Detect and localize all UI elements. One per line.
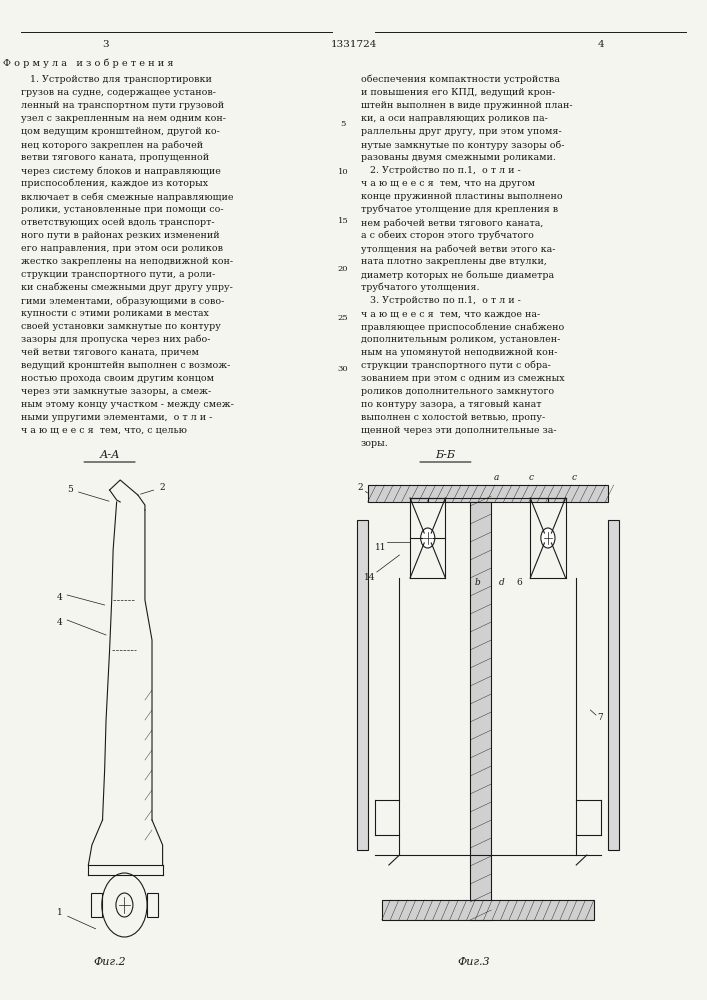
Text: 25: 25 [337, 314, 349, 322]
Text: Фиг.3: Фиг.3 [457, 957, 490, 967]
Text: трубчатое утолщение для крепления в: трубчатое утолщение для крепления в [361, 205, 558, 215]
Bar [470, 502, 491, 920]
Text: 2. Устройство по п.1,  о т л и -: 2. Устройство по п.1, о т л и - [361, 166, 520, 175]
Text: a: a [493, 473, 499, 482]
Text: трубчатого утолщения.: трубчатого утолщения. [361, 283, 479, 292]
Text: ч а ю щ е е с я  тем, что каждое на-: ч а ю щ е е с я тем, что каждое на- [361, 309, 540, 318]
Text: 4: 4 [597, 40, 604, 49]
Text: Ф о р м у л а   и з о б р е т е н и я: Ф о р м у л а и з о б р е т е н и я [3, 58, 174, 68]
Text: диаметр которых не больше диаметра: диаметр которых не больше диаметра [361, 270, 554, 279]
Text: и повышения его КПД, ведущий крон-: и повышения его КПД, ведущий крон- [361, 88, 555, 97]
Text: Фиг.2: Фиг.2 [93, 957, 126, 967]
Text: 30: 30 [337, 365, 349, 373]
Text: Б-Б: Б-Б [436, 450, 455, 460]
Text: обеспечения компактности устройства: обеспечения компактности устройства [361, 75, 559, 85]
Text: по контуру зазора, а тяговый канат: по контуру зазора, а тяговый канат [361, 400, 541, 409]
Text: включает в себя смежные направляющие: включает в себя смежные направляющие [21, 192, 234, 202]
Text: 6: 6 [516, 578, 522, 587]
Text: грузов на судне, содержащее установ-: грузов на судне, содержащее установ- [21, 88, 216, 97]
Text: 2: 2 [357, 483, 368, 493]
Text: ными упругими элементами,  о т л и -: ными упругими элементами, о т л и - [21, 413, 213, 422]
Bar [357, 520, 368, 850]
Text: гими элементами, образующими в сово-: гими элементами, образующими в сово- [21, 296, 225, 306]
Text: приспособления, каждое из которых: приспособления, каждое из которых [21, 179, 209, 188]
Text: нутые замкнутые по контуру зазоры об-: нутые замкнутые по контуру зазоры об- [361, 140, 564, 149]
Text: 2: 2 [141, 483, 165, 494]
Text: нем рабочей ветви тягового каната,: нем рабочей ветви тягового каната, [361, 218, 543, 228]
Text: разованы двумя смежными роликами.: разованы двумя смежными роликами. [361, 153, 556, 162]
Text: ленный на транспортном пути грузовой: ленный на транспортном пути грузовой [21, 101, 224, 110]
Text: через эти замкнутые зазоры, а смеж-: через эти замкнутые зазоры, а смеж- [21, 387, 211, 396]
Text: 11: 11 [375, 543, 386, 552]
Text: купности с этими роликами в местах: купности с этими роликами в местах [21, 309, 209, 318]
Text: зоры.: зоры. [361, 439, 388, 448]
Text: ным на упомянутой неподвижной кон-: ным на упомянутой неподвижной кон- [361, 348, 557, 357]
Text: 4: 4 [57, 618, 62, 627]
Text: 14: 14 [364, 573, 375, 582]
Bar [382, 900, 594, 920]
Text: цом ведущим кронштейном, другой ко-: цом ведущим кронштейном, другой ко- [21, 127, 220, 136]
Text: нец которого закреплен на рабочей: нец которого закреплен на рабочей [21, 140, 204, 149]
Text: c: c [571, 473, 576, 482]
Text: выполнен с холостой ветвью, пропу-: выполнен с холостой ветвью, пропу- [361, 413, 545, 422]
Text: ки, а оси направляющих роликов па-: ки, а оси направляющих роликов па- [361, 114, 547, 123]
Circle shape [421, 528, 435, 548]
Text: ного пути в районах резких изменений: ного пути в районах резких изменений [21, 231, 220, 240]
Text: роликов дополнительного замкнутого: роликов дополнительного замкнутого [361, 387, 554, 396]
Text: дополнительным роликом, установлен-: дополнительным роликом, установлен- [361, 335, 560, 344]
Bar [147, 893, 158, 917]
Text: d: d [498, 578, 504, 587]
Text: а с обеих сторон этого трубчатого: а с обеих сторон этого трубчатого [361, 231, 534, 240]
Text: c: c [529, 473, 534, 482]
Text: ответствующих осей вдоль транспорт-: ответствующих осей вдоль транспорт- [21, 218, 215, 227]
Text: ки снабжены смежными друг другу упру-: ки снабжены смежными друг другу упру- [21, 283, 233, 292]
Text: 1. Устройство для транспортировки: 1. Устройство для транспортировки [21, 75, 212, 84]
Text: чей ветви тягового каната, причем: чей ветви тягового каната, причем [21, 348, 199, 357]
Text: струкции транспортного пути, а роли-: струкции транспортного пути, а роли- [21, 270, 216, 279]
Text: ным этому концу участком - между смеж-: ным этому концу участком - между смеж- [21, 400, 234, 409]
Text: 20: 20 [338, 265, 348, 273]
Text: 1331724: 1331724 [330, 40, 377, 49]
Text: раллельны друг другу, при этом упомя-: раллельны друг другу, при этом упомя- [361, 127, 561, 136]
Text: утолщения на рабочей ветви этого ка-: утолщения на рабочей ветви этого ка- [361, 244, 555, 253]
Bar [608, 520, 619, 850]
Text: b: b [475, 578, 481, 587]
Text: ч а ю щ е е с я  тем, что на другом: ч а ю щ е е с я тем, что на другом [361, 179, 534, 188]
Text: струкции транспортного пути с обра-: струкции транспортного пути с обра- [361, 361, 551, 370]
Bar [91, 893, 102, 917]
Text: 5: 5 [340, 120, 346, 128]
Text: ведущий кронштейн выполнен с возмож-: ведущий кронштейн выполнен с возмож- [21, 361, 230, 370]
Text: ностью прохода своим другим концом: ностью прохода своим другим концом [21, 374, 214, 383]
Text: ната плотно закреплены две втулки,: ната плотно закреплены две втулки, [361, 257, 547, 266]
Text: 10: 10 [337, 168, 349, 176]
Text: штейн выполнен в виде пружинной план-: штейн выполнен в виде пружинной план- [361, 101, 572, 110]
Text: 4: 4 [57, 593, 62, 602]
Text: 1: 1 [57, 908, 95, 929]
Text: щенной через эти дополнительные за-: щенной через эти дополнительные за- [361, 426, 556, 435]
Text: через систему блоков и направляющие: через систему блоков и направляющие [21, 166, 221, 176]
Text: 3: 3 [103, 40, 110, 49]
Text: конце пружинной пластины выполнено: конце пружинной пластины выполнено [361, 192, 562, 201]
Text: правляющее приспособление снабжено: правляющее приспособление снабжено [361, 322, 563, 332]
Bar [368, 485, 608, 502]
Text: 3. Устройство по п.1,  о т л и -: 3. Устройство по п.1, о т л и - [361, 296, 520, 305]
Text: 15: 15 [337, 217, 349, 225]
Text: своей установки замкнутые по контуру: своей установки замкнутые по контуру [21, 322, 221, 331]
Text: А-А: А-А [100, 450, 119, 460]
Text: узел с закрепленным на нем одним кон-: узел с закрепленным на нем одним кон- [21, 114, 226, 123]
Text: зованием при этом с одним из смежных: зованием при этом с одним из смежных [361, 374, 564, 383]
Text: 5: 5 [67, 485, 109, 501]
Text: жестко закреплены на неподвижной кон-: жестко закреплены на неподвижной кон- [21, 257, 233, 266]
Text: ролики, установленные при помощи со-: ролики, установленные при помощи со- [21, 205, 224, 214]
Text: ветви тягового каната, пропущенной: ветви тягового каната, пропущенной [21, 153, 209, 162]
Text: ч а ю щ е е с я  тем, что, с целью: ч а ю щ е е с я тем, что, с целью [21, 426, 187, 435]
Text: 7: 7 [597, 713, 603, 722]
Circle shape [541, 528, 555, 548]
Text: зазоры для пропуска через них рабо-: зазоры для пропуска через них рабо- [21, 335, 211, 344]
Text: его направления, при этом оси роликов: его направления, при этом оси роликов [21, 244, 223, 253]
